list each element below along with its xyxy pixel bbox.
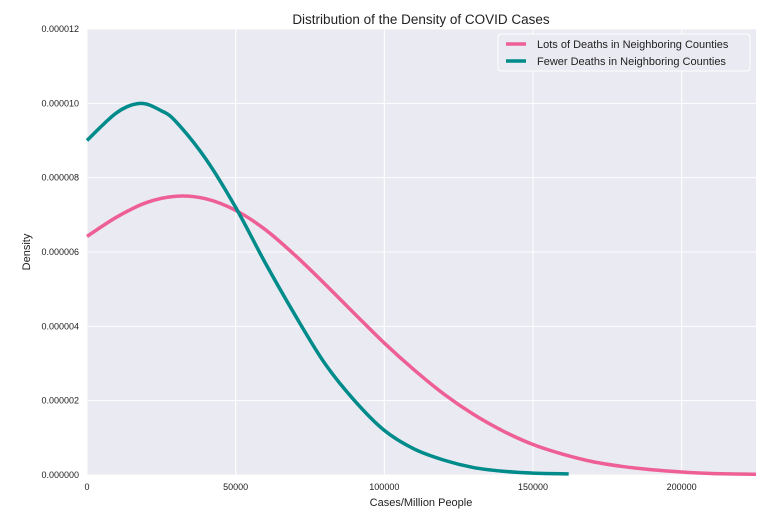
legend: Lots of Deaths in Neighboring Counties F… [497, 33, 751, 72]
y-tick-label: 0.000008 [41, 173, 79, 183]
y-axis-title: Density [21, 233, 33, 270]
x-tick-label: 150000 [518, 482, 548, 492]
y-tick-label: 0.000012 [41, 24, 79, 34]
y-tick-label: 0.000002 [41, 396, 79, 406]
y-tick-label: 0.000004 [41, 321, 79, 331]
y-tick-label: 0.000006 [41, 247, 79, 257]
chart-title: Distribution of the Density of COVID Cas… [292, 12, 550, 27]
legend-label-lots-of-deaths: Lots of Deaths in Neighboring Counties [537, 39, 729, 51]
y-tick-label: 0.000000 [41, 470, 79, 480]
x-tick-label: 50000 [223, 482, 248, 492]
series-line-fewer-deaths [85, 101, 569, 476]
legend-box [497, 33, 751, 72]
y-tick-label: 0.000010 [41, 98, 79, 108]
x-tick-label: 0 [84, 482, 89, 492]
grid [86, 28, 756, 476]
x-axis-title: Cases/Million People [370, 497, 473, 509]
series-layer [85, 101, 757, 477]
series-line-lots-of-deaths [86, 194, 757, 477]
x-tick-label: 200000 [667, 482, 697, 492]
x-axis-ticks: 0 50000 100000 150000 200000 [84, 482, 696, 492]
legend-label-fewer-deaths: Fewer Deaths in Neighboring Counties [537, 56, 726, 68]
x-tick-label: 100000 [369, 482, 399, 492]
y-axis-ticks: 0.000000 0.000002 0.000004 0.000006 0.000008… [41, 24, 79, 480]
